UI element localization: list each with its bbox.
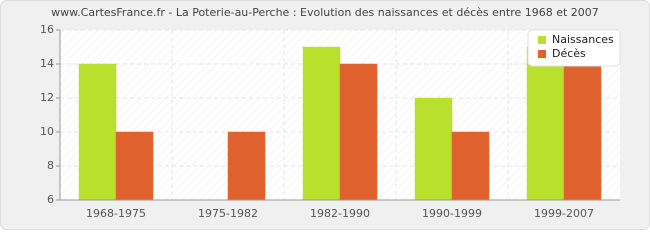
y-tick-label: 12 — [40, 91, 54, 104]
bar — [227, 131, 266, 201]
bar — [78, 63, 117, 201]
bar — [339, 63, 378, 201]
legend-box — [527, 29, 621, 67]
chart-title: www.CartesFrance.fr - La Poterie-au-Perc… — [51, 6, 599, 19]
y-tick-label: 14 — [40, 57, 54, 70]
bar — [115, 131, 154, 201]
bar — [451, 131, 490, 201]
legend-label: Décès — [552, 47, 586, 60]
legend-swatch — [538, 36, 546, 44]
x-tick-label: 1968-1975 — [86, 207, 146, 220]
y-tick-label: 8 — [47, 159, 54, 172]
x-tick-label: 1982-1990 — [310, 207, 370, 220]
x-tick-label: 1990-1999 — [422, 207, 482, 220]
y-tick-label: 6 — [47, 193, 54, 206]
bar — [414, 97, 453, 201]
legend-label: Naissances — [552, 33, 614, 46]
legend-swatch — [538, 50, 546, 58]
bar — [563, 63, 602, 201]
y-tick-label: 16 — [40, 23, 54, 36]
x-tick-label: 1975-1982 — [198, 207, 258, 220]
chart: www.CartesFrance.fr - La Poterie-au-Perc… — [0, 0, 650, 230]
x-tick-label: 1999-2007 — [534, 207, 594, 220]
y-tick-label: 10 — [40, 125, 54, 138]
bar — [302, 46, 341, 201]
bar — [526, 46, 565, 201]
